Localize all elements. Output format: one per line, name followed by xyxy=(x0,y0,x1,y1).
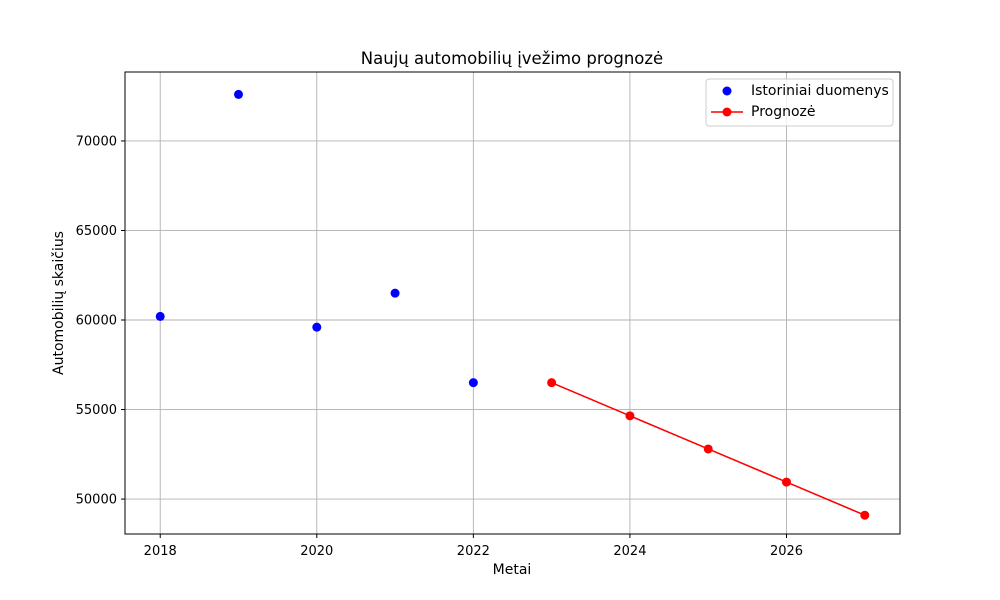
forecast-point xyxy=(625,411,635,421)
legend-marker-historical xyxy=(722,86,732,96)
y-tick-label: 65000 xyxy=(76,224,117,239)
forecast-point xyxy=(547,378,557,388)
forecast-point xyxy=(781,477,791,487)
y-axis-label: Automobilių skaičius xyxy=(51,231,67,375)
y-tick-label: 60000 xyxy=(76,314,117,329)
chart-title: Naujų automobilių įvežimo prognozė xyxy=(361,49,663,68)
grid xyxy=(125,72,900,534)
historical-point xyxy=(155,311,165,321)
historical-point xyxy=(390,288,400,298)
legend-box xyxy=(705,78,894,127)
historical-point xyxy=(234,89,244,99)
series xyxy=(155,89,870,520)
x-tick-label: 2026 xyxy=(770,544,803,559)
legend-label-forecast: Prognozė xyxy=(751,104,816,120)
historical-point xyxy=(312,322,322,332)
x-tick-label: 2022 xyxy=(457,544,490,559)
legend-marker-forecast xyxy=(722,107,732,117)
axis-ticks: 2018 2020 2022 2024 2026 50000 55000 60000 65000… xyxy=(76,134,803,559)
plot-area-frame xyxy=(124,71,901,535)
y-tick-label: 55000 xyxy=(76,403,117,418)
legend: Istoriniai duomenys Prognozė xyxy=(705,78,894,127)
legend-label-historical: Istoriniai duomenys xyxy=(751,83,889,99)
y-tick-label: 50000 xyxy=(76,493,117,508)
historical-point xyxy=(468,378,478,388)
x-tick-label: 2020 xyxy=(300,544,333,559)
x-tick-label: 2018 xyxy=(144,544,177,559)
forecast-point xyxy=(860,510,870,520)
x-tick-label: 2024 xyxy=(613,544,646,559)
x-axis-label: Metai xyxy=(493,562,532,578)
forecast-point xyxy=(703,444,713,454)
y-tick-label: 70000 xyxy=(76,134,117,149)
